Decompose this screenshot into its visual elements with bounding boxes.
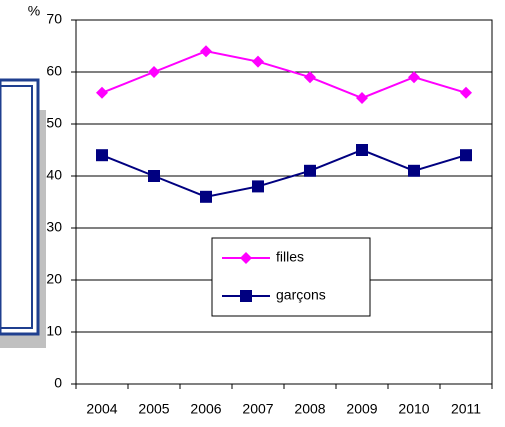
y-tick-label: 20 xyxy=(46,271,62,287)
point xyxy=(408,71,420,84)
point xyxy=(200,190,212,203)
y-tick-label: 0 xyxy=(54,375,62,391)
point xyxy=(356,144,368,156)
point xyxy=(304,164,316,177)
y-tick-label: 60 xyxy=(46,63,62,79)
point xyxy=(252,180,264,193)
x-tick-label: 2005 xyxy=(138,401,169,417)
y-tick-label: 40 xyxy=(46,167,62,183)
point xyxy=(252,55,264,68)
legend-box xyxy=(211,237,371,317)
decor-frame-inner xyxy=(0,85,33,329)
y-tick-label: 50 xyxy=(46,115,62,131)
y-tick-label: 10 xyxy=(46,323,62,339)
x-tick-label: 2008 xyxy=(294,401,325,417)
y-axis-label: % xyxy=(28,3,40,19)
point xyxy=(148,170,160,182)
x-tick-label: 2007 xyxy=(242,401,273,417)
point xyxy=(200,45,212,58)
x-tick-label: 2004 xyxy=(86,401,117,417)
legend-label: garçons xyxy=(276,287,326,303)
series-line xyxy=(101,50,467,100)
point xyxy=(460,86,472,99)
plot-border xyxy=(75,19,493,385)
x-tick-label: 2006 xyxy=(190,401,221,417)
y-tick-label: 70 xyxy=(46,11,62,27)
point xyxy=(96,86,108,99)
legend-marker xyxy=(240,252,252,264)
point xyxy=(148,66,160,78)
point xyxy=(304,71,316,84)
point xyxy=(96,149,108,162)
y-tick-label: 30 xyxy=(46,219,62,235)
legend-marker xyxy=(240,290,252,302)
legend-label: filles xyxy=(276,249,304,265)
series-line xyxy=(101,148,467,198)
point xyxy=(408,164,420,177)
point xyxy=(356,92,368,104)
point xyxy=(460,149,472,162)
x-tick-label: 2011 xyxy=(451,401,481,417)
x-tick-label: 2009 xyxy=(346,401,377,417)
x-tick-label: 2010 xyxy=(398,401,429,417)
